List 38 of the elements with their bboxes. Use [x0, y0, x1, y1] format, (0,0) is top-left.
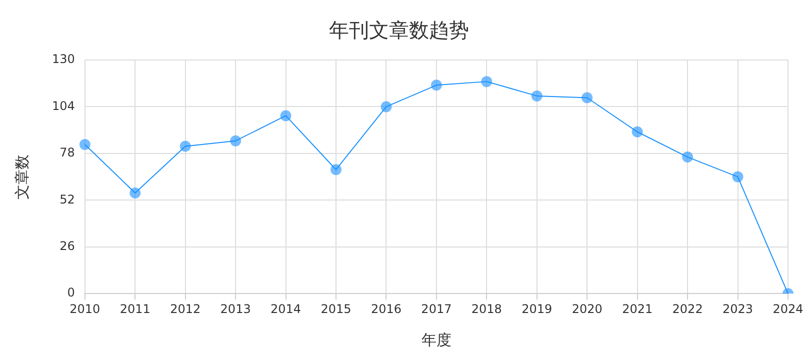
x-tick-label: 2018 — [471, 302, 502, 316]
y-tick-label: 130 — [52, 52, 75, 66]
x-tick-label: 2014 — [270, 302, 302, 316]
point — [682, 152, 694, 163]
x-tick-label: 2023 — [722, 302, 754, 316]
x-tick-label: 2011 — [120, 302, 150, 316]
y-tick-label: 104 — [52, 98, 75, 113]
x-tick-label: 2016 — [370, 302, 402, 316]
point — [430, 80, 442, 91]
x-tick-label: 2017 — [421, 302, 452, 316]
x-tick-label: 2021 — [622, 302, 653, 316]
x-tick-label: 2019 — [522, 302, 552, 316]
point — [732, 171, 744, 182]
y-axis-title: 文章数 — [12, 154, 31, 200]
point — [330, 164, 342, 176]
point — [130, 187, 141, 198]
point — [531, 90, 542, 102]
x-tick-label: 2024 — [772, 302, 804, 316]
x-tick-label: 2015 — [320, 302, 352, 316]
point — [481, 76, 492, 88]
x-axis-title: 年度 — [421, 330, 452, 349]
point — [230, 135, 242, 146]
y-tick-label: 78 — [60, 146, 75, 160]
point — [280, 110, 292, 122]
y-tick-label: 26 — [60, 239, 75, 254]
chart-title: 年刊文章数趋势 — [329, 18, 469, 42]
x-tick-label: 2022 — [672, 302, 703, 316]
x-tick-label: 2012 — [170, 302, 201, 316]
point — [79, 138, 90, 150]
y-tick-label: 0 — [67, 286, 75, 300]
x-tick-label: 2010 — [70, 302, 100, 316]
point — [582, 92, 593, 104]
x-tick-label: 2020 — [572, 302, 602, 316]
y-tick-label: 52 — [60, 192, 75, 206]
point — [380, 101, 392, 112]
point — [632, 126, 643, 138]
point — [180, 140, 191, 152]
x-tick-label: 2013 — [220, 302, 251, 316]
